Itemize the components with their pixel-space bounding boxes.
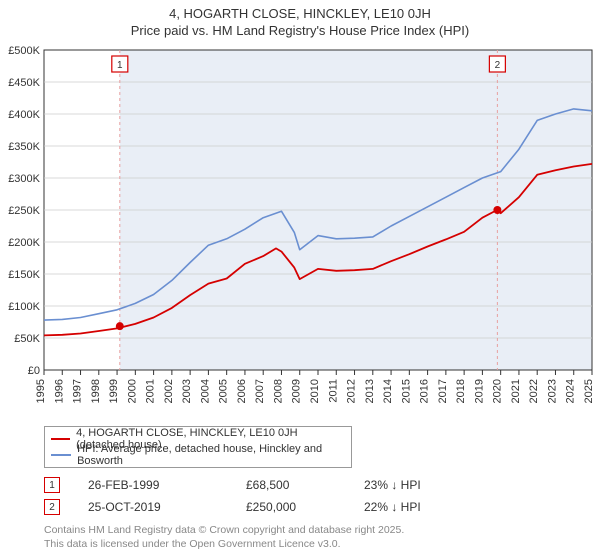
sale-marker-row: 1 26-FEB-1999 £68,500 23% ↓ HPI (44, 474, 590, 496)
footer-copyright: Contains HM Land Registry data © Crown c… (44, 524, 590, 538)
legend-label: HPI: Average price, detached house, Hinc… (77, 443, 345, 467)
svg-text:2016: 2016 (419, 379, 431, 403)
sale-marker-diff: 22% ↓ HPI (364, 500, 421, 514)
svg-text:2024: 2024 (565, 379, 577, 403)
svg-text:2025: 2025 (583, 379, 595, 403)
sale-marker-price: £68,500 (246, 478, 336, 492)
legend-swatch (51, 454, 71, 456)
svg-text:1997: 1997 (72, 379, 84, 403)
svg-text:2010: 2010 (309, 379, 321, 403)
svg-text:2006: 2006 (236, 379, 248, 403)
svg-text:2012: 2012 (346, 379, 358, 403)
svg-text:2019: 2019 (473, 379, 485, 403)
sale-marker-date: 25-OCT-2019 (88, 500, 218, 514)
svg-text:£350K: £350K (8, 141, 40, 153)
sale-marker-row: 2 25-OCT-2019 £250,000 22% ↓ HPI (44, 496, 590, 518)
chart-area: £0 £50K £100K £150K £200K £250K £300K £350K £400… (0, 38, 600, 422)
sale-marker-date: 26-FEB-1999 (88, 478, 218, 492)
svg-text:1999: 1999 (108, 379, 120, 403)
svg-text:2020: 2020 (492, 379, 504, 403)
svg-text:£250K: £250K (8, 205, 40, 217)
svg-text:2018: 2018 (455, 379, 467, 403)
svg-text:£400K: £400K (8, 109, 40, 121)
svg-text:1: 1 (117, 60, 123, 71)
svg-text:£100K: £100K (8, 301, 40, 313)
sale-marker-number: 2 (44, 499, 60, 515)
svg-text:2013: 2013 (364, 379, 376, 403)
sale-marker-number: 1 (44, 477, 60, 493)
sale-marker-price: £250,000 (246, 500, 336, 514)
svg-text:2002: 2002 (163, 379, 175, 403)
chart-title-line2: Price paid vs. HM Land Registry's House … (0, 21, 600, 38)
legend-row: HPI: Average price, detached house, Hinc… (51, 447, 345, 463)
svg-text:£450K: £450K (8, 77, 40, 89)
svg-text:1996: 1996 (53, 379, 65, 403)
svg-text:1995: 1995 (35, 379, 47, 403)
svg-text:2009: 2009 (291, 379, 303, 403)
svg-text:£0: £0 (28, 365, 40, 377)
svg-text:£500K: £500K (8, 45, 40, 57)
svg-text:2011: 2011 (327, 379, 339, 403)
svg-text:£50K: £50K (14, 333, 40, 345)
svg-text:2008: 2008 (272, 379, 284, 403)
chart-title-line1: 4, HOGARTH CLOSE, HINCKLEY, LE10 0JH (0, 0, 600, 21)
chart-footer: Contains HM Land Registry data © Crown c… (44, 524, 590, 551)
svg-text:2017: 2017 (437, 379, 449, 403)
svg-text:2021: 2021 (510, 379, 522, 403)
svg-text:£200K: £200K (8, 237, 40, 249)
svg-text:2023: 2023 (546, 379, 558, 403)
sale-markers-table: 1 26-FEB-1999 £68,500 23% ↓ HPI 2 25-OCT-2019… (44, 474, 590, 518)
svg-text:2001: 2001 (145, 379, 157, 403)
svg-text:2000: 2000 (126, 379, 138, 403)
legend-swatch (51, 438, 70, 440)
svg-text:2005: 2005 (218, 379, 230, 403)
svg-text:2003: 2003 (181, 379, 193, 403)
svg-text:2015: 2015 (400, 379, 412, 403)
sale-marker-diff: 23% ↓ HPI (364, 478, 421, 492)
svg-text:2022: 2022 (528, 379, 540, 403)
chart-legend: 4, HOGARTH CLOSE, HINCKLEY, LE10 0JH (de… (44, 426, 352, 468)
line-chart-svg: £0 £50K £100K £150K £200K £250K £300K £350K £400… (0, 38, 600, 422)
footer-licence: This data is licensed under the Open Gov… (44, 538, 590, 552)
svg-text:1998: 1998 (90, 379, 102, 403)
svg-text:2014: 2014 (382, 379, 394, 403)
svg-text:2: 2 (495, 60, 501, 71)
svg-text:£300K: £300K (8, 173, 40, 185)
svg-text:£150K: £150K (8, 269, 40, 281)
svg-text:2004: 2004 (199, 379, 211, 403)
svg-text:2007: 2007 (254, 379, 266, 403)
